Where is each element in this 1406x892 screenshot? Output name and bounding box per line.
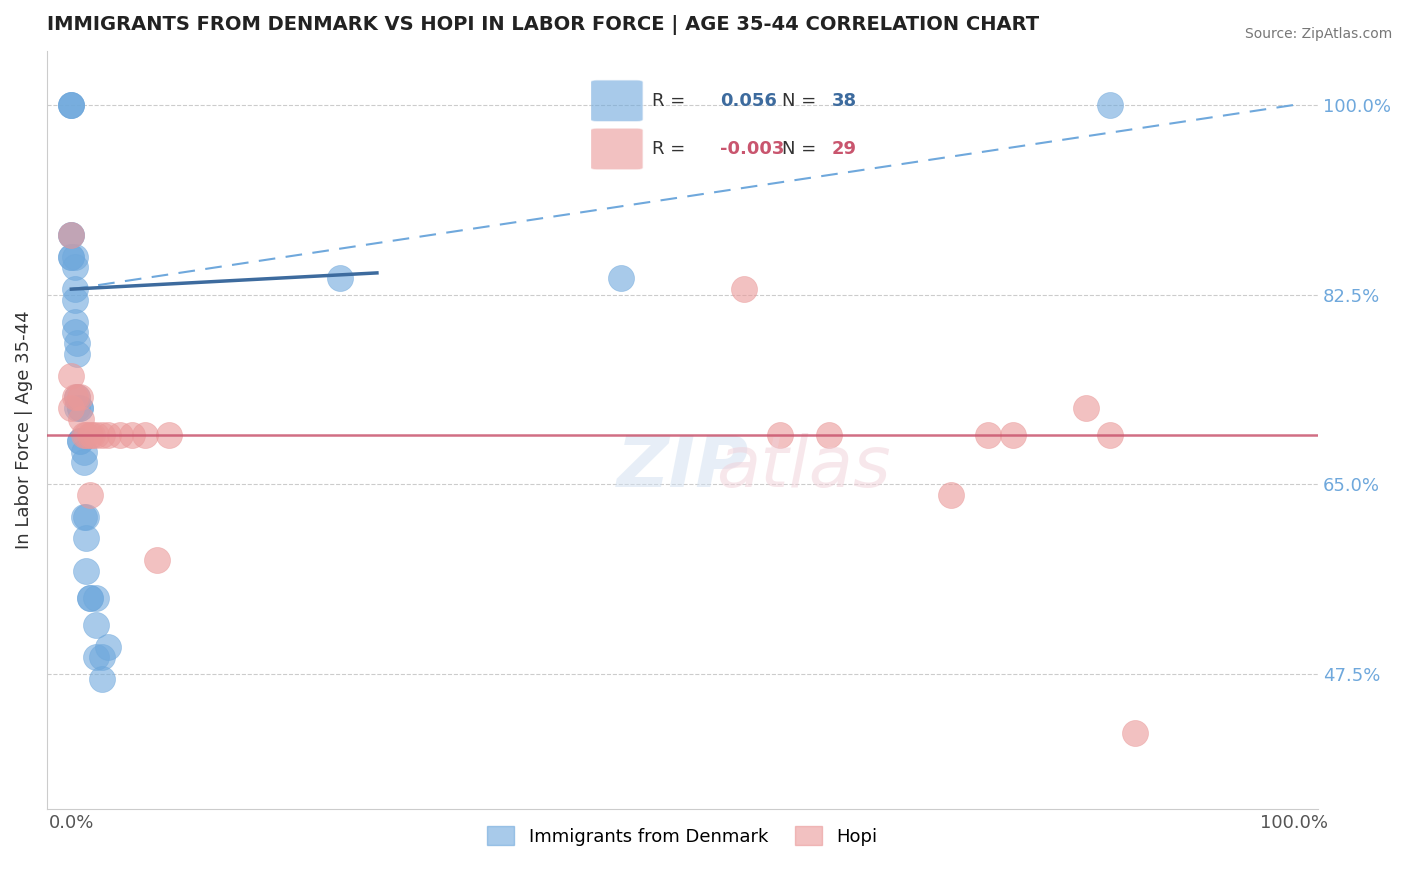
- Point: [1123, 726, 1146, 740]
- Point: [84, 650, 107, 665]
- Point: [63, 326, 86, 340]
- Point: [60, 368, 83, 383]
- Point: [1074, 401, 1097, 416]
- Point: [63, 282, 86, 296]
- Point: [63, 250, 86, 264]
- Point: [70, 412, 93, 426]
- Point: [60, 250, 83, 264]
- Point: [79, 428, 101, 442]
- Point: [75, 564, 97, 578]
- Point: [818, 428, 841, 442]
- Text: R =: R =: [652, 93, 686, 111]
- Point: [75, 428, 97, 442]
- Point: [157, 428, 180, 442]
- Point: [60, 98, 83, 112]
- Point: [329, 271, 352, 285]
- Point: [66, 347, 89, 361]
- Point: [60, 227, 83, 242]
- FancyBboxPatch shape: [591, 128, 643, 169]
- Point: [1001, 428, 1024, 442]
- Point: [97, 640, 120, 654]
- Text: -0.003: -0.003: [720, 141, 785, 159]
- Point: [733, 282, 755, 296]
- Point: [90, 650, 112, 665]
- Point: [60, 401, 83, 416]
- Text: R =: R =: [652, 141, 686, 159]
- Point: [63, 260, 86, 275]
- Point: [977, 428, 1000, 442]
- Text: N =: N =: [782, 93, 817, 111]
- Point: [66, 391, 89, 405]
- Point: [60, 227, 83, 242]
- Point: [110, 428, 132, 442]
- Point: [69, 434, 91, 448]
- Text: 29: 29: [832, 141, 856, 159]
- Text: ZIP: ZIP: [616, 434, 748, 502]
- Text: Source: ZipAtlas.com: Source: ZipAtlas.com: [1244, 27, 1392, 41]
- Point: [121, 428, 143, 442]
- Point: [69, 434, 91, 448]
- Point: [84, 591, 107, 605]
- Legend: Immigrants from Denmark, Hopi: Immigrants from Denmark, Hopi: [488, 826, 877, 846]
- Point: [60, 250, 83, 264]
- Text: 38: 38: [832, 93, 856, 111]
- Point: [72, 428, 94, 442]
- Point: [134, 428, 156, 442]
- Point: [941, 488, 963, 502]
- Point: [97, 428, 120, 442]
- Point: [1099, 428, 1122, 442]
- Point: [79, 488, 101, 502]
- Point: [69, 391, 91, 405]
- Point: [66, 336, 89, 351]
- Text: 0.056: 0.056: [720, 93, 778, 111]
- Point: [79, 591, 101, 605]
- Point: [66, 391, 89, 405]
- Point: [610, 271, 633, 285]
- Point: [72, 509, 94, 524]
- Point: [69, 401, 91, 416]
- Point: [146, 553, 169, 567]
- Point: [75, 531, 97, 545]
- Point: [63, 315, 86, 329]
- Point: [75, 509, 97, 524]
- Point: [84, 428, 107, 442]
- Point: [60, 98, 83, 112]
- Point: [90, 428, 112, 442]
- Point: [1099, 98, 1122, 112]
- Point: [60, 227, 83, 242]
- Point: [84, 618, 107, 632]
- Point: [769, 428, 792, 442]
- Point: [72, 455, 94, 469]
- Point: [63, 293, 86, 307]
- Text: IMMIGRANTS FROM DENMARK VS HOPI IN LABOR FORCE | AGE 35-44 CORRELATION CHART: IMMIGRANTS FROM DENMARK VS HOPI IN LABOR…: [46, 15, 1039, 35]
- Point: [82, 428, 104, 442]
- Point: [69, 401, 91, 416]
- Text: atlas: atlas: [716, 434, 890, 502]
- Point: [79, 591, 101, 605]
- Point: [72, 444, 94, 458]
- Point: [66, 401, 89, 416]
- Point: [63, 391, 86, 405]
- Text: N =: N =: [782, 141, 817, 159]
- Y-axis label: In Labor Force | Age 35-44: In Labor Force | Age 35-44: [15, 310, 32, 549]
- Point: [60, 98, 83, 112]
- Point: [90, 672, 112, 686]
- FancyBboxPatch shape: [591, 80, 643, 121]
